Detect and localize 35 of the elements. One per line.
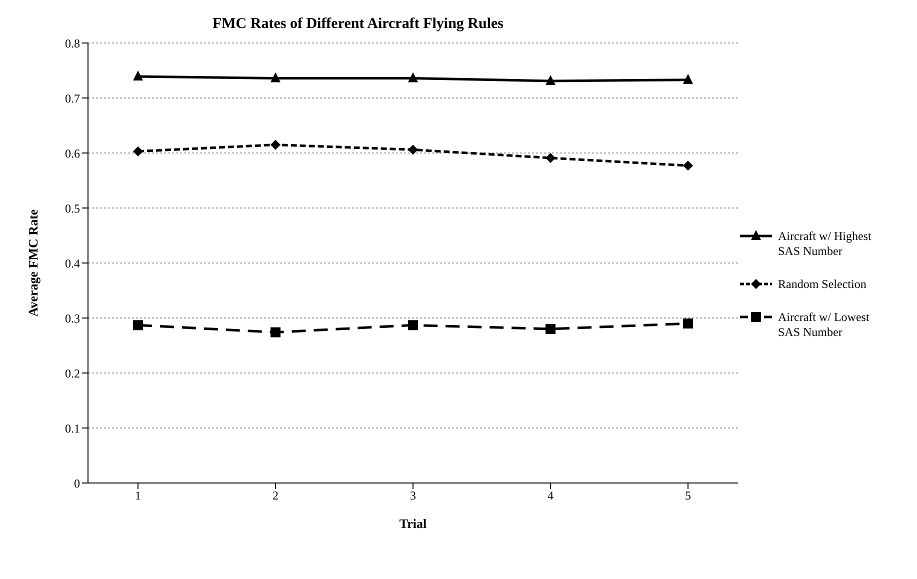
y-tick-label: 0.6 — [65, 146, 80, 160]
point — [270, 327, 280, 338]
legend-label: Random Selection — [778, 276, 866, 292]
point — [683, 74, 693, 84]
point — [683, 160, 693, 171]
point — [683, 318, 693, 328]
y-tick-label: 0.1 — [65, 421, 80, 436]
point — [408, 320, 418, 330]
point — [546, 74, 556, 85]
y-tick-label: 0 — [74, 476, 80, 490]
legend-label: Aircraft w/ Highest SAS Number — [778, 228, 872, 258]
x-tick-label: 1 — [135, 488, 141, 503]
point — [270, 140, 280, 150]
y-tick-label: 0.5 — [65, 201, 80, 216]
x-tick-label: 5 — [685, 488, 691, 503]
x-tick-label: 4 — [548, 488, 554, 503]
point — [133, 320, 143, 330]
point — [408, 72, 418, 82]
x-tick-label: 2 — [272, 488, 278, 503]
point — [133, 70, 143, 81]
x-axis-title: Trial — [399, 516, 427, 531]
x-tick-label: 3 — [410, 488, 416, 503]
point — [408, 144, 418, 155]
legend-label: Aircraft w/ Lowest SAS Number — [778, 310, 870, 340]
y-axis-title: Average FMC Rate — [26, 209, 41, 317]
point — [546, 152, 556, 163]
point — [546, 324, 556, 334]
y-tick-label: 0.4 — [65, 256, 80, 270]
y-tick-label: 0.8 — [65, 36, 80, 50]
y-tick-label: 0.3 — [65, 311, 80, 326]
point — [133, 146, 143, 156]
y-tick-label: 0.7 — [65, 91, 80, 106]
point — [270, 72, 280, 82]
y-tick-label: 0.2 — [65, 366, 80, 380]
chart-title: FMC Rates of Different Aircraft Flying Rules — [211, 15, 505, 33]
